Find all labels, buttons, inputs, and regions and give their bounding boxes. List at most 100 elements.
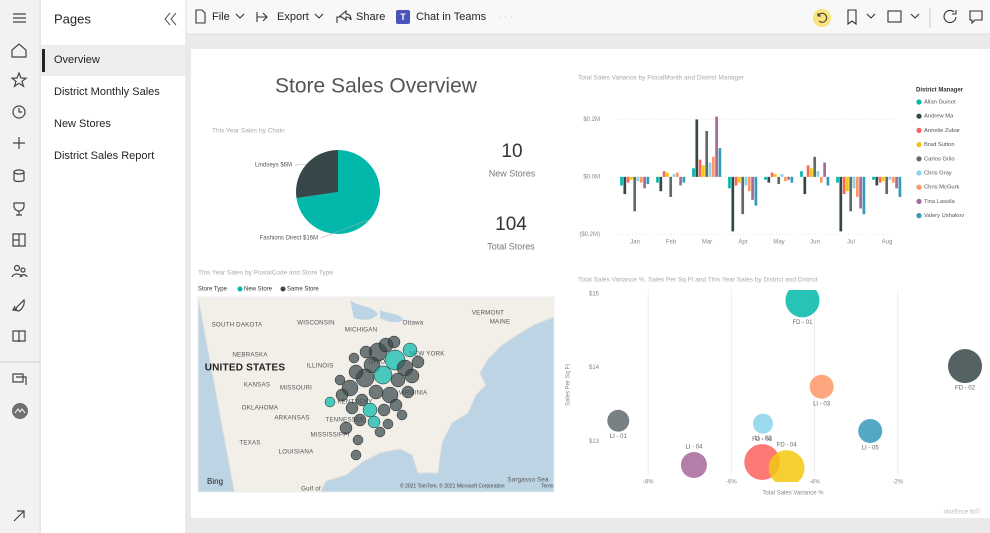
learn-icon[interactable] <box>11 298 25 312</box>
x-tick-label: Jul <box>847 240 855 246</box>
bar <box>875 176 879 186</box>
legend-label: Tina Lassila <box>924 199 955 205</box>
toolbar-share[interactable]: Share <box>356 11 385 23</box>
view-icon[interactable] <box>887 10 902 23</box>
shared-icon[interactable] <box>11 273 28 278</box>
point-label: FD - 01 <box>792 320 813 326</box>
home-icon[interactable] <box>11 43 27 58</box>
y-tick-label: $13 <box>589 439 600 445</box>
pages-pane <box>41 0 186 533</box>
bar <box>806 165 810 177</box>
bar <box>738 176 741 183</box>
page-item[interactable]: New Stores <box>54 118 111 130</box>
bubble[interactable] <box>858 419 883 444</box>
bar <box>774 174 777 177</box>
store-bubble <box>334 374 346 386</box>
x-tick-label: Feb <box>666 240 677 246</box>
chevron[interactable] <box>314 13 324 19</box>
bar <box>662 171 666 177</box>
map-brand: Bing <box>207 477 223 486</box>
bar <box>659 176 663 192</box>
point-label: LI - 02 <box>754 436 772 442</box>
bubble[interactable] <box>785 283 820 318</box>
map-label: KANSAS <box>244 382 270 389</box>
toolbar-file[interactable]: File <box>212 11 230 23</box>
map-label: Gulf of <box>301 486 321 493</box>
card-value: 10 <box>501 141 522 162</box>
bar <box>780 174 784 177</box>
bar <box>711 156 715 177</box>
page-item[interactable]: District Monthly Sales <box>54 86 160 98</box>
bar <box>666 172 669 177</box>
recent-icon[interactable] <box>12 105 26 119</box>
export-icon[interactable] <box>256 12 268 22</box>
workspace-icon[interactable] <box>12 373 27 385</box>
bar <box>705 130 709 177</box>
map-label: SOUTH DAKOTA <box>212 322 263 329</box>
reset-button[interactable] <box>813 9 831 27</box>
bar <box>888 176 892 180</box>
bar <box>702 165 705 177</box>
bubble[interactable] <box>680 451 707 479</box>
collapse-icon[interactable] <box>164 12 177 26</box>
legend-label: Annelie Zubar <box>924 128 960 134</box>
store-bubble <box>350 449 362 461</box>
bubble[interactable] <box>948 349 983 384</box>
bar <box>764 176 767 180</box>
store-bubble <box>401 385 415 399</box>
bubble[interactable] <box>607 409 630 432</box>
chevron[interactable] <box>866 13 920 19</box>
map-label: KENTUCKY <box>337 399 372 406</box>
page-item[interactable]: Overview <box>54 54 100 66</box>
y-tick-label: $15 <box>589 291 600 297</box>
workspace-avatar[interactable] <box>12 403 28 419</box>
expand-icon[interactable] <box>13 510 25 522</box>
bookmark-icon[interactable] <box>847 9 857 26</box>
workspaces-icon[interactable] <box>12 330 26 343</box>
bar <box>891 176 895 183</box>
legend-marker <box>916 213 922 219</box>
page-item[interactable]: District Sales Report <box>54 150 154 162</box>
store-bubble <box>353 413 367 427</box>
legend-dot <box>280 286 286 292</box>
bubble[interactable] <box>809 374 834 399</box>
point-label: LI - 05 <box>862 446 880 452</box>
point-label: FD - 02 <box>955 386 976 392</box>
file-icon[interactable] <box>195 9 206 24</box>
datasets-icon[interactable] <box>13 172 25 183</box>
chevron[interactable] <box>235 13 245 19</box>
apps-icon[interactable] <box>12 233 26 247</box>
share-icon[interactable] <box>336 9 352 23</box>
bar <box>646 176 650 185</box>
legend-marker <box>916 198 922 204</box>
x-tick-label: Apr <box>738 240 747 246</box>
bar <box>859 176 862 209</box>
teams-icon[interactable] <box>396 10 410 24</box>
map-label: MICHIGAN <box>345 327 378 334</box>
legend-marker <box>916 113 922 119</box>
bar <box>698 159 702 177</box>
bar <box>790 176 794 183</box>
comment-icon[interactable] <box>969 10 983 25</box>
create-icon[interactable] <box>13 137 25 149</box>
bubble[interactable] <box>768 450 805 486</box>
goals-icon[interactable] <box>13 202 25 216</box>
map-label: LOUISIANA <box>279 449 314 456</box>
map-label: MISSOURI <box>280 385 312 392</box>
toolbar-export[interactable]: Export <box>277 11 309 23</box>
store-bubble <box>335 388 349 402</box>
bar <box>813 156 817 177</box>
store-bubble <box>389 398 403 412</box>
favorites-icon[interactable] <box>10 71 28 88</box>
refresh-icon[interactable] <box>943 9 957 23</box>
store-bubble <box>390 372 406 388</box>
bubble[interactable] <box>752 413 773 434</box>
store-bubble <box>362 402 378 418</box>
bar <box>626 176 630 183</box>
legend-label: Carlos Grilo <box>924 156 955 162</box>
toolbar-teams[interactable]: Chat in Teams <box>416 11 487 23</box>
card-label: Total Stores <box>487 241 535 251</box>
pie-slice <box>296 150 380 234</box>
bar <box>872 176 875 180</box>
menu-icon[interactable] <box>13 13 26 23</box>
